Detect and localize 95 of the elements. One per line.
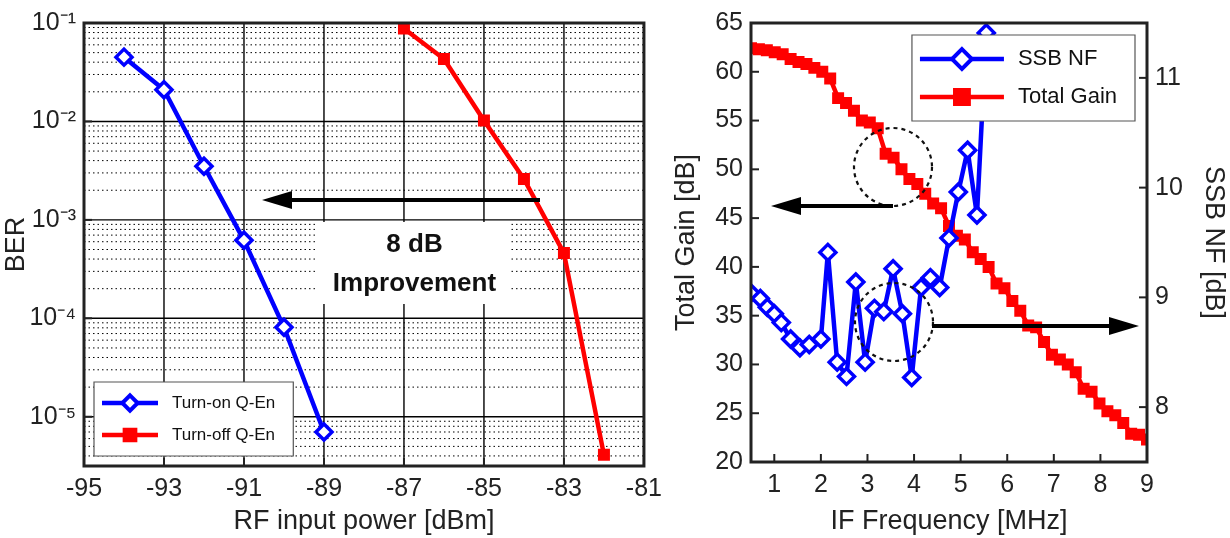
x-axis-title: RF input power [dBm] <box>233 505 495 536</box>
y2-axis-title: SSB NF [dB] <box>1200 165 1230 320</box>
point <box>557 247 570 260</box>
point <box>1085 385 1098 398</box>
point <box>1109 409 1122 422</box>
x-tick-label: 9 <box>1140 468 1154 497</box>
x-tick-label: -87 <box>385 472 423 501</box>
y-tick-label: 10⁻¹ <box>31 6 76 35</box>
x-tick-label: 3 <box>860 468 875 497</box>
point <box>154 79 174 100</box>
point <box>1069 366 1082 379</box>
y-tick-label: 35 <box>715 299 743 328</box>
point <box>855 352 875 372</box>
x-tick-label: -83 <box>545 472 583 501</box>
point <box>597 448 610 461</box>
x-tick-label: -91 <box>225 472 263 501</box>
y-tick-label: 10⁻³ <box>31 203 76 232</box>
point <box>827 352 847 372</box>
x-axis-title: IF Frequency [MHz] <box>830 505 1068 536</box>
point <box>234 230 254 251</box>
point <box>816 65 829 78</box>
point <box>1006 295 1019 308</box>
x-tick-label: 1 <box>767 468 782 497</box>
y-axis-title: Total Gain [dB] <box>669 153 700 332</box>
point <box>840 97 853 109</box>
y-tick-label: 30 <box>715 348 743 377</box>
point <box>982 260 995 273</box>
point <box>901 367 922 388</box>
legend-label: Turn-off Q-En <box>172 424 275 444</box>
y-tick-label: 20 <box>715 445 743 474</box>
point <box>939 228 959 248</box>
point <box>194 156 214 177</box>
x-tick-label: -95 <box>65 472 103 501</box>
y-tick-label: 40 <box>715 250 743 279</box>
point <box>911 177 924 190</box>
point <box>847 104 860 117</box>
point <box>998 282 1011 295</box>
legend-label: SSB NF <box>1017 45 1098 71</box>
point <box>314 422 334 442</box>
point <box>517 173 530 186</box>
y2-tick-label: 11 <box>1155 61 1181 90</box>
y-tick-label: 10⁻⁵ <box>29 400 76 429</box>
point <box>929 277 950 298</box>
x-tick-label: -93 <box>145 472 183 501</box>
x-tick-label: 2 <box>813 468 828 497</box>
point <box>437 53 450 66</box>
point <box>771 312 792 333</box>
point <box>477 114 490 127</box>
point <box>967 205 987 225</box>
point <box>836 366 857 387</box>
point <box>1038 336 1051 348</box>
point <box>799 334 819 355</box>
point <box>1117 416 1130 429</box>
point <box>920 267 941 288</box>
y-tick-label: 65 <box>715 6 743 35</box>
point <box>811 329 831 349</box>
point <box>895 163 908 176</box>
point <box>974 253 987 266</box>
x-tick-label: 5 <box>953 468 968 497</box>
point <box>966 246 979 259</box>
y-tick-label: 45 <box>715 202 743 230</box>
point <box>274 317 294 338</box>
y-tick-label: 50 <box>715 153 743 182</box>
x-tick-label: 4 <box>907 468 922 497</box>
legend-label: Turn-on Q-En <box>172 392 276 412</box>
y-tick-label: 25 <box>715 397 743 426</box>
y-axis-title: BER <box>0 216 30 273</box>
y-tick-label: 60 <box>715 55 743 84</box>
point <box>958 233 971 246</box>
x-tick-label: -81 <box>625 472 662 501</box>
point <box>1093 397 1106 410</box>
point <box>935 202 948 215</box>
x-tick-label: 6 <box>1000 468 1015 497</box>
point <box>818 242 838 263</box>
y-tick-label: 55 <box>715 104 743 133</box>
point <box>824 72 837 85</box>
point <box>883 259 903 279</box>
x-tick-label: 7 <box>1046 468 1061 497</box>
point <box>1061 358 1074 371</box>
y-tick-label: 10⁻⁴ <box>29 302 76 331</box>
point <box>846 272 866 292</box>
point <box>1014 304 1027 317</box>
y2-tick-label: 8 <box>1155 391 1169 420</box>
point <box>887 151 900 164</box>
point <box>948 182 969 202</box>
x-tick-label: -89 <box>305 472 343 501</box>
x-tick-label: -85 <box>465 472 503 501</box>
legend-label: Total Gain <box>1017 83 1118 109</box>
y2-tick-label: 10 <box>1155 171 1183 200</box>
y2-tick-label: 9 <box>1155 281 1169 310</box>
x-tick-label: 8 <box>1093 468 1108 497</box>
y-tick-label: 10⁻² <box>31 105 76 134</box>
point <box>114 47 134 67</box>
point <box>957 140 978 161</box>
annotation: 8 dB Improvement <box>318 222 511 304</box>
